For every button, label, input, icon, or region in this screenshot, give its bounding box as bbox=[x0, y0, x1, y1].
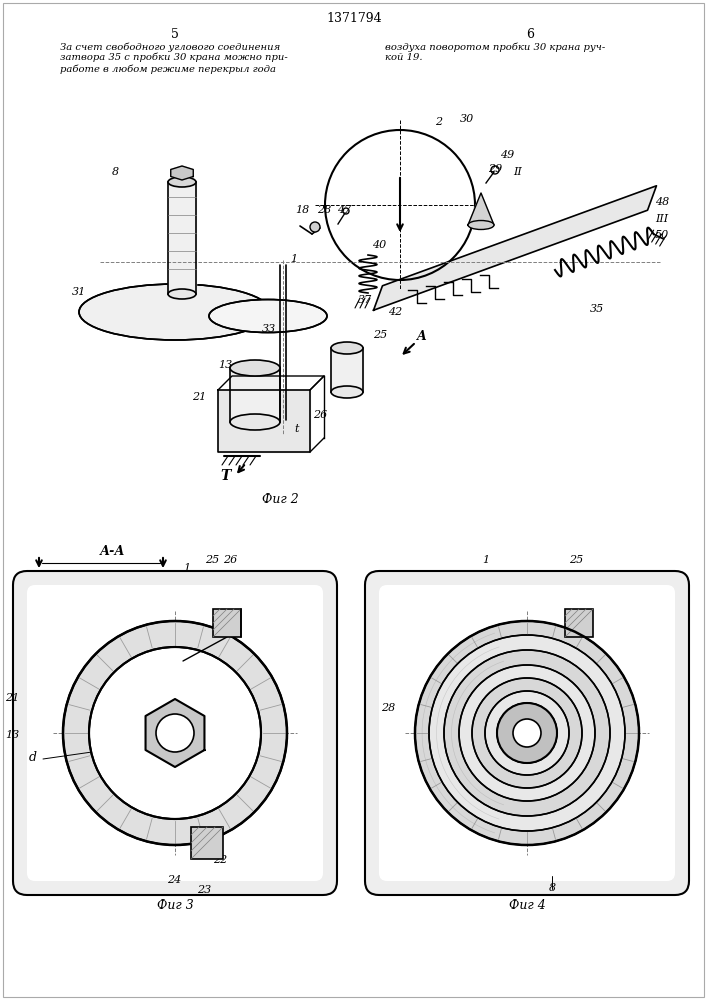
Text: Фиг 2: Фиг 2 bbox=[262, 493, 298, 506]
Circle shape bbox=[485, 691, 569, 775]
Text: 1371794: 1371794 bbox=[326, 12, 382, 25]
Text: 13: 13 bbox=[218, 360, 233, 370]
Text: 21: 21 bbox=[5, 693, 19, 703]
Text: T: T bbox=[220, 469, 230, 483]
Ellipse shape bbox=[168, 289, 196, 299]
Text: 40: 40 bbox=[372, 240, 386, 250]
Text: Фиг 4: Фиг 4 bbox=[508, 899, 545, 912]
Text: А-А: А-А bbox=[100, 545, 126, 558]
Text: 1: 1 bbox=[183, 563, 190, 573]
FancyBboxPatch shape bbox=[27, 585, 323, 881]
Text: II: II bbox=[513, 167, 522, 177]
Ellipse shape bbox=[168, 177, 196, 187]
Text: 6: 6 bbox=[526, 28, 534, 41]
Circle shape bbox=[513, 719, 541, 747]
Circle shape bbox=[429, 635, 625, 831]
Text: 42: 42 bbox=[388, 307, 402, 317]
Text: 31: 31 bbox=[72, 287, 86, 297]
Ellipse shape bbox=[230, 414, 280, 430]
Polygon shape bbox=[146, 699, 204, 767]
Ellipse shape bbox=[209, 300, 327, 332]
Text: 23: 23 bbox=[197, 885, 211, 895]
Text: 26: 26 bbox=[223, 555, 238, 565]
FancyBboxPatch shape bbox=[13, 571, 337, 895]
Text: 1: 1 bbox=[482, 555, 489, 565]
Text: 47: 47 bbox=[337, 205, 351, 215]
Text: 35: 35 bbox=[590, 304, 604, 314]
Polygon shape bbox=[373, 186, 657, 310]
Text: 28: 28 bbox=[381, 703, 395, 713]
Text: 22: 22 bbox=[213, 855, 227, 865]
Text: 24: 24 bbox=[167, 875, 181, 885]
Ellipse shape bbox=[468, 221, 494, 230]
Circle shape bbox=[63, 621, 287, 845]
Text: 26: 26 bbox=[313, 410, 327, 420]
Text: d: d bbox=[29, 751, 37, 764]
Circle shape bbox=[459, 665, 595, 801]
Ellipse shape bbox=[79, 284, 271, 340]
Circle shape bbox=[156, 714, 194, 752]
Circle shape bbox=[497, 703, 557, 763]
Polygon shape bbox=[168, 182, 196, 294]
Polygon shape bbox=[171, 166, 193, 180]
Text: 1: 1 bbox=[290, 254, 297, 264]
Text: 49: 49 bbox=[500, 150, 514, 160]
Text: 48: 48 bbox=[655, 197, 670, 207]
Polygon shape bbox=[468, 193, 494, 225]
Circle shape bbox=[444, 650, 610, 816]
Text: 2: 2 bbox=[435, 117, 442, 127]
Text: 25: 25 bbox=[569, 555, 583, 565]
FancyBboxPatch shape bbox=[213, 609, 241, 637]
Text: 30: 30 bbox=[460, 114, 474, 124]
Text: A: A bbox=[417, 330, 427, 343]
Text: Фиг 3: Фиг 3 bbox=[157, 899, 194, 912]
Polygon shape bbox=[218, 390, 310, 452]
Text: 50: 50 bbox=[655, 230, 670, 240]
Text: 8: 8 bbox=[112, 167, 119, 177]
FancyBboxPatch shape bbox=[379, 585, 675, 881]
Ellipse shape bbox=[331, 342, 363, 354]
Text: 37: 37 bbox=[358, 295, 373, 305]
Text: 29: 29 bbox=[488, 164, 502, 174]
Text: 33: 33 bbox=[262, 324, 276, 334]
Text: 5: 5 bbox=[171, 28, 179, 41]
Text: t: t bbox=[294, 424, 298, 434]
Text: 28: 28 bbox=[317, 205, 332, 215]
Circle shape bbox=[415, 621, 639, 845]
Circle shape bbox=[310, 222, 320, 232]
Text: 25: 25 bbox=[205, 555, 219, 565]
Text: 25: 25 bbox=[373, 330, 387, 340]
Text: воздуха поворотом пробки 30 крана руч-
кой 19.: воздуха поворотом пробки 30 крана руч- к… bbox=[385, 42, 605, 62]
Circle shape bbox=[497, 703, 557, 763]
Text: 13: 13 bbox=[5, 730, 19, 740]
Circle shape bbox=[89, 647, 261, 819]
Text: III: III bbox=[655, 214, 668, 224]
FancyBboxPatch shape bbox=[191, 827, 223, 859]
Polygon shape bbox=[230, 368, 280, 422]
Circle shape bbox=[472, 678, 582, 788]
Text: 18: 18 bbox=[295, 205, 309, 215]
Ellipse shape bbox=[331, 386, 363, 398]
Ellipse shape bbox=[230, 360, 280, 376]
Text: За счет свободного углового соединения
затвора 35 с пробки 30 крана можно при-
р: За счет свободного углового соединения з… bbox=[60, 42, 288, 74]
Text: 8: 8 bbox=[549, 883, 556, 893]
Text: 21: 21 bbox=[192, 392, 206, 402]
Polygon shape bbox=[331, 348, 363, 392]
FancyBboxPatch shape bbox=[365, 571, 689, 895]
FancyBboxPatch shape bbox=[565, 609, 593, 637]
